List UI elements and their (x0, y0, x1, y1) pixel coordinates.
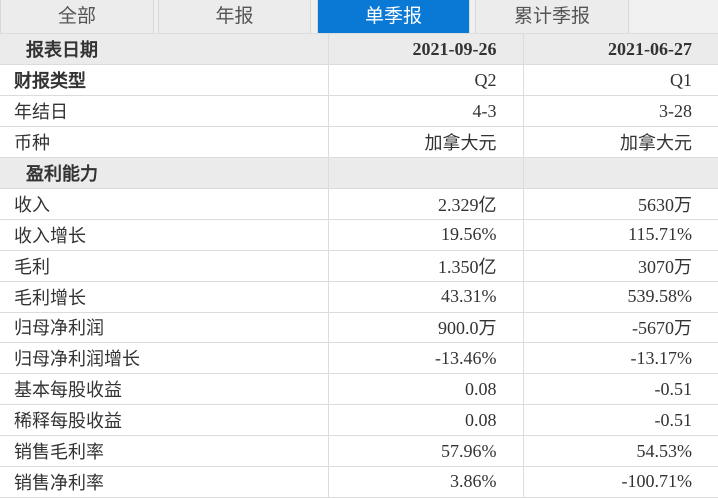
header-date: 2021-06-27 (522, 34, 718, 66)
row-value: Q1 (522, 64, 718, 97)
row-value: 0.08 (327, 373, 523, 406)
row-value: 加拿大元 (522, 126, 718, 159)
row-label: 币种 (0, 126, 328, 159)
table-row: 基本每股收益 0.08 -0.51 (0, 373, 718, 406)
tab-cumulative-quarter[interactable]: 累计季报 (475, 0, 629, 33)
row-value: 3.86% (327, 466, 523, 498)
row-label: 归母净利润增长 (0, 342, 328, 375)
row-value: 54.53% (522, 435, 718, 467)
table-row: 毛利增长 43.31% 539.58% (0, 281, 718, 313)
row-value: Q2 (327, 64, 523, 97)
row-value (522, 157, 718, 189)
row-value: -0.51 (522, 404, 718, 437)
row-value: -0.51 (522, 373, 718, 406)
row-value (327, 157, 523, 189)
row-label: 稀释每股收益 (0, 404, 328, 437)
row-value: -13.17% (522, 342, 718, 375)
row-label: 归母净利润 (0, 312, 328, 344)
row-label: 盈利能力 (0, 157, 328, 189)
table-row: 毛利 1.350亿 3070万 (0, 250, 718, 282)
row-value: 0.08 (327, 404, 523, 437)
row-label: 毛利 (0, 250, 328, 282)
row-value: 115.71% (522, 219, 718, 251)
header-date: 2021-09-26 (327, 34, 523, 66)
report-type-tabs: 全部 年报 单季报 累计季报 (0, 0, 718, 34)
table-row: 财报类型 Q2 Q1 (0, 64, 718, 97)
table-row: 归母净利润增长 -13.46% -13.17% (0, 342, 718, 375)
row-value: 2.329亿 (327, 188, 523, 220)
table-row: 销售毛利率 57.96% 54.53% (0, 435, 718, 467)
header-row: 报表日期 2021-09-26 2021-06-27 (0, 34, 718, 66)
header-label: 报表日期 (0, 34, 328, 66)
row-value: -100.71% (522, 466, 718, 498)
table-row: 年结日 4-3 3-28 (0, 95, 718, 128)
table-row: 币种 加拿大元 加拿大元 (0, 126, 718, 159)
row-value: -5670万 (522, 312, 718, 344)
row-label: 收入增长 (0, 219, 328, 251)
tab-annual[interactable]: 年报 (158, 0, 311, 33)
row-label: 毛利增长 (0, 281, 328, 313)
table-row: 收入增长 19.56% 115.71% (0, 219, 718, 251)
row-label: 年结日 (0, 95, 328, 128)
table-row: 销售净利率 3.86% -100.71% (0, 466, 718, 498)
row-value: 43.31% (327, 281, 523, 313)
row-label: 基本每股收益 (0, 373, 328, 406)
row-value: 5630万 (522, 188, 718, 220)
table-row: 收入 2.329亿 5630万 (0, 188, 718, 220)
row-label: 销售毛利率 (0, 435, 328, 467)
row-value: 900.0万 (327, 312, 523, 344)
table-row: 归母净利润 900.0万 -5670万 (0, 312, 718, 344)
row-value: 57.96% (327, 435, 523, 467)
financial-table: 报表日期 2021-09-26 2021-06-27 财报类型 Q2 Q1 年结日 4-… (0, 34, 718, 498)
row-label: 财报类型 (0, 64, 328, 97)
section-row: 盈利能力 (0, 157, 718, 189)
row-label: 收入 (0, 188, 328, 220)
row-value: 3-28 (522, 95, 718, 128)
row-label: 销售净利率 (0, 466, 328, 498)
row-value: 3070万 (522, 250, 718, 282)
row-value: 加拿大元 (327, 126, 523, 159)
row-value: 1.350亿 (327, 250, 523, 282)
tab-all[interactable]: 全部 (0, 0, 154, 33)
row-value: -13.46% (327, 342, 523, 375)
row-value: 19.56% (327, 219, 523, 251)
row-value: 539.58% (522, 281, 718, 313)
tab-single-quarter[interactable]: 单季报 (317, 0, 470, 33)
table-row: 稀释每股收益 0.08 -0.51 (0, 404, 718, 437)
row-value: 4-3 (327, 95, 523, 128)
